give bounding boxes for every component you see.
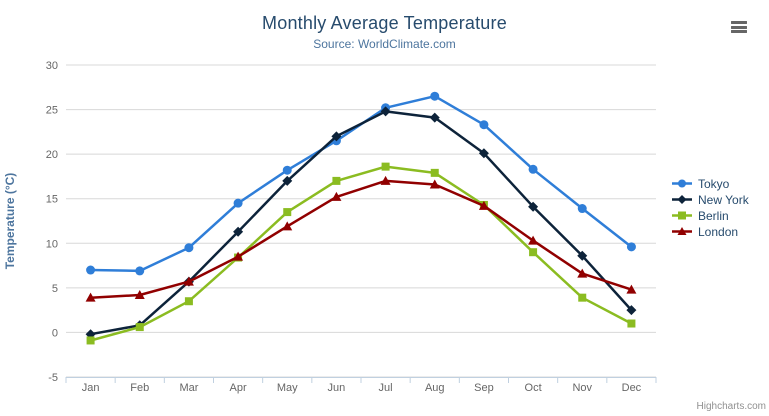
data-point-berlin[interactable] [283,208,292,217]
legend-label-berlin: Berlin [698,208,729,223]
legend-label-tokyo: Tokyo [698,176,730,191]
y-tick-label: 0 [52,327,58,339]
x-tick-label: Jun [328,382,346,394]
data-point-london[interactable] [233,251,244,261]
data-point-new-york[interactable] [577,250,588,261]
data-point-london[interactable] [380,175,391,185]
legend-marker-diamond-icon [672,195,692,204]
data-point-new-york[interactable] [380,106,391,117]
legend-item-london[interactable]: London [672,224,749,239]
data-point-new-york[interactable] [282,175,293,186]
x-tick-label: May [277,382,298,394]
data-point-berlin[interactable] [86,336,95,345]
series-new-york [85,106,637,340]
data-point-london[interactable] [282,221,293,231]
x-tick-label: Feb [130,382,149,394]
data-point-london[interactable] [134,289,145,299]
data-point-london[interactable] [183,276,194,286]
data-point-tokyo[interactable] [282,165,292,175]
x-tick-label: Oct [525,382,542,394]
y-axis-title: Temperature (°C) [3,173,17,270]
legend: Tokyo New York Berlin London [672,176,749,239]
hamburger-icon [731,21,747,34]
series-tokyo [86,91,636,276]
chart-title: Monthly Average Temperature [262,13,507,33]
data-point-tokyo[interactable] [626,242,636,252]
legend-label-london: London [698,224,739,239]
y-tick-label: 15 [46,194,58,206]
x-axis [65,377,657,383]
data-point-new-york[interactable] [233,226,244,237]
series-line-tokyo[interactable] [89,94,633,273]
y-tick-label: 5 [52,283,58,295]
x-tick-label: Nov [572,382,592,394]
data-point-new-york[interactable] [429,112,440,123]
legend-marker-circle-icon [672,179,692,188]
y-tick-label: 10 [46,238,58,250]
data-point-new-york[interactable] [528,201,539,212]
data-point-tokyo[interactable] [233,198,243,208]
x-tick-label: Aug [425,382,445,394]
legend-item-new-york[interactable]: New York [672,192,749,207]
y-tick-label: 30 [46,60,58,72]
x-tick-label: Dec [622,382,642,394]
data-point-london[interactable] [626,284,637,294]
data-point-berlin[interactable] [381,162,390,171]
data-point-london[interactable] [577,268,588,278]
data-point-berlin[interactable] [627,319,636,328]
series-line-new-york[interactable] [89,110,633,336]
legend-marker-square-icon [672,211,692,220]
data-point-tokyo[interactable] [479,120,489,130]
x-tick-label: Sep [474,382,494,394]
data-point-tokyo[interactable] [528,164,538,174]
x-tick-label: Jan [82,382,100,394]
export-menu-button[interactable] [727,18,751,38]
y-gridlines [66,64,656,378]
highcharts-credit-link[interactable]: Highcharts.com [696,401,766,412]
x-tick-label: Mar [179,382,198,394]
data-point-berlin[interactable] [135,323,144,332]
series-london [85,175,637,302]
data-point-berlin[interactable] [529,248,538,257]
data-point-berlin[interactable] [332,176,341,185]
x-tick-label: Apr [230,382,247,394]
data-point-tokyo[interactable] [184,243,194,253]
data-point-london[interactable] [85,292,96,302]
y-axis-labels: -5 0 5 10 15 20 25 30 [46,60,58,384]
y-tick-label: 25 [46,105,58,117]
y-tick-label: 20 [46,149,58,161]
data-point-london[interactable] [429,179,440,189]
chart-subtitle: Source: WorldClimate.com [313,37,456,51]
data-point-tokyo[interactable] [135,266,145,276]
y-tick-label: -5 [48,372,58,384]
x-axis-labels: Jan Feb Mar Apr May Jun Jul Aug Sep Oct Nov Dec [82,382,642,394]
x-tick-label: Jul [379,382,393,394]
legend-label-new-york: New York [698,192,749,207]
legend-item-berlin[interactable]: Berlin [672,208,749,223]
data-point-london[interactable] [478,200,489,210]
data-point-tokyo[interactable] [577,204,587,214]
legend-marker-triangle-icon [672,227,692,235]
legend-item-tokyo[interactable]: Tokyo [672,176,749,191]
data-point-tokyo[interactable] [86,265,96,275]
series-line-london[interactable] [89,179,633,299]
data-point-london[interactable] [331,191,342,201]
data-point-london[interactable] [528,235,539,245]
data-point-berlin[interactable] [430,168,439,177]
data-point-new-york[interactable] [478,148,489,159]
data-point-berlin[interactable] [184,297,193,306]
data-point-berlin[interactable] [578,293,587,302]
data-point-new-york[interactable] [626,305,637,316]
data-point-tokyo[interactable] [430,91,440,101]
series-line-berlin[interactable] [89,165,633,342]
data-point-new-york[interactable] [331,131,342,142]
